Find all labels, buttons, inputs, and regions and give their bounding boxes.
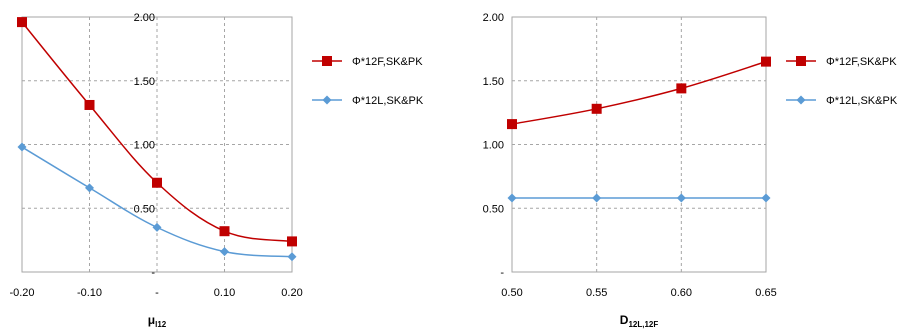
data-point-series-1 (84, 99, 95, 110)
y-tick-label: 1.00 (134, 140, 155, 152)
legend-marker (322, 56, 332, 66)
legend-marker (796, 95, 806, 105)
y-tick-label: 0.50 (483, 203, 504, 215)
legend-label: Φ*12F,SK&PK (826, 56, 897, 68)
x-tick-label: - (155, 287, 159, 299)
data-point-series-2 (17, 142, 27, 152)
legend-label: Φ*12L,SK&PK (352, 95, 424, 107)
x-tick-label: 0.65 (755, 287, 776, 299)
y-tick-label: 1.50 (134, 76, 155, 88)
legend-label: Φ*12F,SK&PK (352, 56, 423, 68)
data-point-series-2 (152, 222, 162, 232)
legend-label: Φ*12L,SK&PK (826, 95, 898, 107)
y-tick-label: 1.50 (483, 76, 504, 88)
data-point-series-1 (17, 17, 27, 28)
y-tick-label: - (151, 267, 155, 279)
data-point-series-1 (287, 236, 297, 247)
legend-marker (796, 56, 806, 66)
chart-1: -0.501.001.502.00-0.20 -0.10-0.10 0.20μl12… (9, 12, 423, 329)
data-point-series-2 (761, 193, 771, 203)
data-point-series-2 (85, 183, 94, 193)
series-line-1 (511, 60, 767, 125)
x-tick-label: -0.10 (77, 287, 102, 299)
data-point-series-1 (152, 177, 162, 188)
y-tick-label: - (500, 267, 504, 279)
data-point-series-1 (591, 103, 602, 114)
x-axis-title: D12L,12F (620, 313, 659, 329)
data-point-series-2 (507, 193, 517, 203)
x-tick-label: 0.50 (501, 287, 522, 299)
x-tick-label: 0.20 (281, 287, 302, 299)
y-tick-label: 0.50 (134, 203, 155, 215)
x-tick-label: 0.55 (586, 287, 607, 299)
y-tick-label: 1.00 (483, 140, 504, 152)
data-point-series-1 (219, 226, 230, 237)
data-point-series-2 (220, 247, 229, 257)
data-point-series-1 (507, 119, 517, 130)
y-tick-label: 2.00 (134, 12, 155, 24)
data-point-series-2 (592, 193, 602, 203)
x-tick-label: 0.60 (671, 287, 692, 299)
data-point-series-1 (676, 83, 687, 94)
x-axis-title: μl12 (148, 313, 167, 329)
data-point-series-2 (287, 252, 297, 262)
x-tick-label: -0.20 (9, 287, 34, 299)
legend-marker (322, 95, 332, 105)
data-point-series-2 (676, 193, 686, 203)
x-tick-label: 0.10 (214, 287, 235, 299)
chart-2: - 0.50 1.00 1.50 2.00 0.50 0.55 0.60 0.65 D12L,12… (483, 12, 898, 329)
data-point-series-1 (761, 56, 771, 67)
y-tick-label: 2.00 (483, 12, 504, 24)
